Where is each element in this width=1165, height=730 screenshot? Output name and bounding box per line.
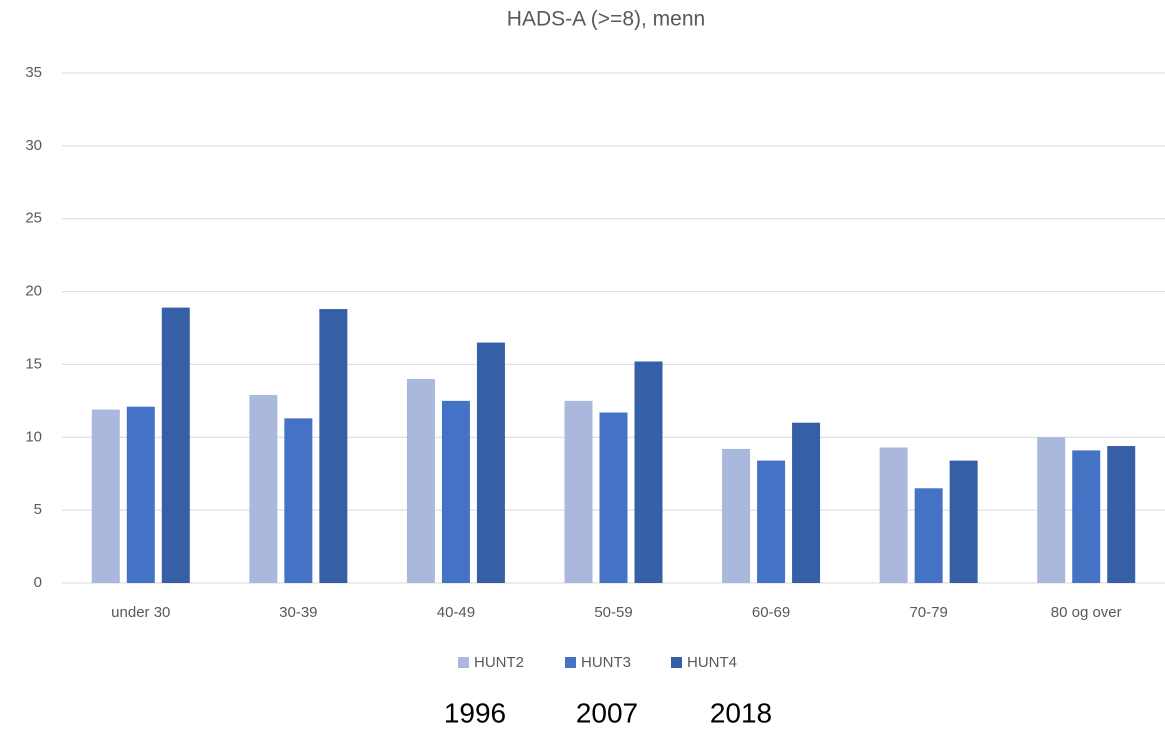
y-tick-label: 0	[34, 574, 42, 591]
x-tick-label: 70-79	[909, 604, 947, 621]
bar	[319, 309, 348, 583]
legend-label: HUNT2	[474, 654, 524, 671]
bar	[564, 400, 593, 583]
y-tick-label: 20	[25, 283, 42, 300]
y-tick-label: 25	[25, 210, 42, 227]
legend-swatch	[565, 657, 576, 668]
bar	[914, 488, 943, 583]
x-tick-label: under 30	[111, 604, 170, 621]
bar	[599, 412, 628, 583]
legend-label: HUNT3	[581, 654, 631, 671]
bar	[249, 395, 278, 583]
bar	[126, 406, 155, 583]
bar	[406, 379, 435, 583]
legend-label: HUNT4	[687, 654, 737, 671]
x-tick-label: 60-69	[752, 604, 790, 621]
bar	[476, 342, 505, 583]
y-tick-label: 35	[25, 64, 42, 81]
y-tick-label: 15	[25, 355, 42, 372]
bar	[634, 361, 663, 583]
x-tick-label: 40-49	[437, 604, 475, 621]
bar	[441, 400, 470, 583]
bar	[1072, 450, 1101, 583]
bar	[284, 418, 313, 583]
annotation: 2007	[576, 697, 638, 728]
legend-swatch	[458, 657, 469, 668]
bar	[91, 409, 120, 583]
bar	[792, 422, 821, 583]
bar	[1107, 446, 1136, 583]
y-tick-label: 30	[25, 137, 42, 154]
bar	[722, 448, 751, 583]
x-tick-label: 50-59	[594, 604, 632, 621]
bar	[1037, 437, 1066, 583]
chart-title: HADS-A (>=8), menn	[507, 8, 705, 31]
x-tick-label: 80 og over	[1051, 604, 1122, 621]
bar	[949, 460, 978, 583]
annotation: 2018	[710, 697, 772, 728]
legend-swatch	[671, 657, 682, 668]
y-tick-label: 5	[34, 501, 42, 518]
bar	[757, 460, 786, 583]
bar	[161, 307, 190, 583]
bar	[879, 447, 908, 583]
annotation: 1996	[444, 697, 506, 728]
x-tick-label: 30-39	[279, 604, 317, 621]
y-tick-label: 10	[25, 428, 42, 445]
